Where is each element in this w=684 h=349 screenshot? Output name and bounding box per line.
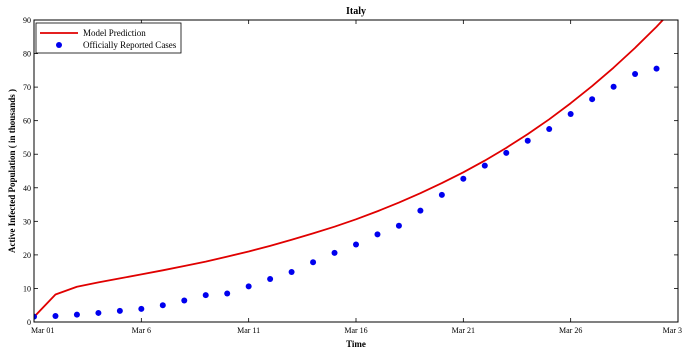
x-tick-label: Mar 11 (237, 326, 260, 335)
x-tick-label: Mar 01 (31, 326, 54, 335)
legend-marker-reported (56, 42, 62, 48)
data-point-reported-cases (374, 231, 381, 238)
y-tick-label: 60 (23, 117, 31, 126)
data-point-reported-cases (546, 126, 553, 133)
data-point-reported-cases (653, 65, 660, 72)
y-tick-label: 50 (23, 150, 31, 159)
data-point-reported-cases (288, 269, 295, 275)
data-point-reported-cases (224, 290, 231, 297)
x-tick-label: Mar 6 (132, 326, 151, 335)
y-tick-label: 20 (23, 251, 31, 260)
data-point-reported-cases (202, 292, 209, 299)
data-point-reported-cases (159, 302, 166, 309)
data-point-reported-cases (460, 175, 467, 182)
legend: Model Prediction Officially Reported Cas… (35, 22, 182, 54)
data-point-reported-cases (52, 312, 59, 319)
data-point-reported-cases (138, 305, 145, 312)
data-point-reported-cases (610, 83, 617, 90)
legend-box (35, 22, 182, 54)
data-point-reported-cases (567, 110, 574, 117)
x-tick-label: Mar 21 (452, 326, 475, 335)
x-axis-label: Time (346, 339, 366, 349)
legend-label-reported: Officially Reported Cases (83, 40, 177, 50)
x-tick-label: Mar 16 (344, 326, 367, 335)
data-point-reported-cases (438, 191, 445, 198)
y-tick-label: 80 (23, 50, 31, 59)
y-tick-label: 70 (23, 83, 31, 92)
y-axis-label: Active Infected Population ( in thousand… (7, 89, 17, 253)
data-point-reported-cases (503, 149, 510, 156)
data-point-reported-cases (353, 241, 359, 248)
data-point-reported-cases (524, 137, 531, 144)
data-point-reported-cases (73, 311, 80, 318)
chart-title: Italy (346, 6, 366, 17)
data-point-reported-cases (245, 283, 252, 290)
data-point-reported-cases (95, 309, 102, 316)
y-tick-label: 30 (23, 217, 31, 226)
y-tick-label: 40 (23, 184, 31, 193)
y-axis: 0 10 20 30 40 50 60 70 80 90 (23, 16, 678, 327)
series-line-model-prediction (34, 20, 665, 318)
data-point-reported-cases (481, 162, 488, 169)
data-point-reported-cases (395, 222, 402, 229)
data-point-reported-cases (417, 207, 424, 214)
data-point-reported-cases (116, 307, 123, 314)
x-tick-label: Mar 26 (559, 326, 582, 335)
data-point-reported-cases (310, 259, 317, 266)
x-axis: Mar 01 Mar 6 Mar 11 Mar 16 Mar 21 Mar 26 Mar 3 (31, 20, 682, 335)
y-tick-label: 0 (27, 318, 31, 327)
data-point-reported-cases (632, 71, 639, 78)
x-tick-label: Mar 3 (663, 326, 682, 335)
y-tick-label: 10 (23, 284, 31, 293)
data-point-reported-cases (331, 249, 338, 256)
data-point-reported-cases (589, 96, 596, 103)
data-point-reported-cases (181, 297, 188, 304)
legend-label-model: Model Prediction (83, 28, 146, 38)
data-point-reported-cases (34, 313, 37, 320)
y-tick-label: 90 (23, 16, 31, 25)
data-point-reported-cases (267, 276, 274, 283)
